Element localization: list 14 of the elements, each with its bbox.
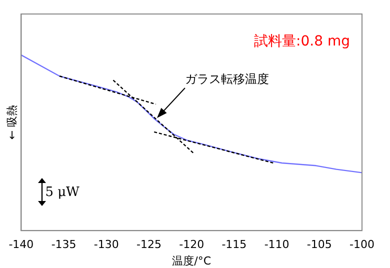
annotation: ガラス転移温度 <box>184 72 269 86</box>
x-tick-label: -105 <box>306 238 332 252</box>
text: 試料量:0.8 mg <box>254 34 350 50</box>
x-tick-label: -125 <box>136 238 162 252</box>
x-axis-title: 温度/°C <box>172 254 212 268</box>
x-tick-label: -110 <box>264 238 290 252</box>
y-axis-title: ← 吸熱 <box>5 104 18 140</box>
x-tick-label: -140 <box>8 238 34 252</box>
x-tick-label: -115 <box>222 238 247 252</box>
x-tick-label: -135 <box>51 238 76 252</box>
x-tick-label: -130 <box>94 238 119 252</box>
x-tick-label: -120 <box>179 238 204 252</box>
annotation: 5 μW <box>45 184 80 200</box>
x-tick-label: -100 <box>350 238 374 252</box>
